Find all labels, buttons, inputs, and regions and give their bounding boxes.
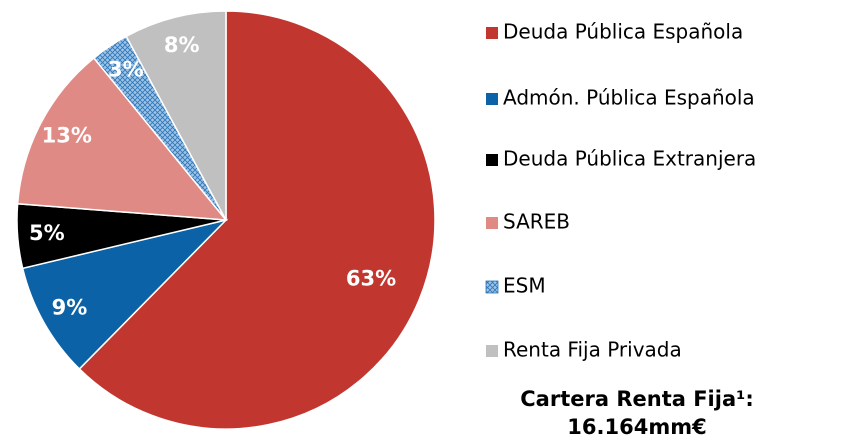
- legend-label: Admón. Pública Española: [503, 86, 755, 110]
- pie-slice: [125, 10, 227, 221]
- legend-label: Renta Fija Privada: [503, 338, 682, 362]
- pie-slice: [78, 10, 436, 430]
- legend-swatch: [486, 93, 498, 105]
- legend-label: ESM: [503, 274, 546, 298]
- legend-swatch: [485, 280, 499, 294]
- data-label: 5%: [29, 221, 65, 245]
- data-label: 8%: [164, 33, 200, 57]
- legend-swatch: [486, 154, 498, 166]
- annotation: Cartera Renta Fija¹:: [520, 387, 753, 411]
- pie-slice: [21, 218, 229, 370]
- data-label: 3%: [108, 58, 144, 82]
- legend-label: Deuda Pública Extranjera: [503, 147, 756, 171]
- data-label: 63%: [346, 266, 396, 290]
- pie-slice: [16, 56, 228, 221]
- legend-swatch: [486, 27, 498, 39]
- legend-label: Deuda Pública Española: [503, 20, 743, 44]
- legend-swatch: [486, 345, 498, 357]
- data-label: 13%: [42, 124, 92, 148]
- legend-label: SAREB: [503, 210, 570, 234]
- data-label: 9%: [52, 295, 88, 319]
- legend-swatch: [486, 217, 498, 229]
- annotation: 16.164mm€: [567, 415, 706, 439]
